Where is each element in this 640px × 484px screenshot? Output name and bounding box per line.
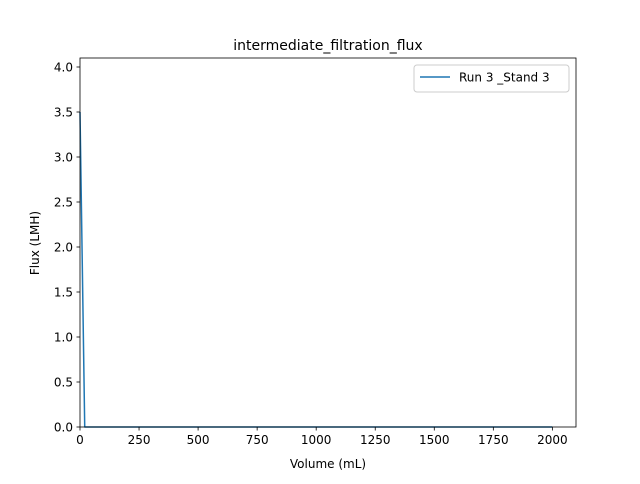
x-tick-label: 1500: [419, 433, 450, 447]
chart-title: intermediate_filtration_flux: [233, 38, 422, 54]
y-tick-label: 1.0: [54, 331, 73, 345]
plot-area: 0 250 500 750 1000 1250 1500 1750 2000 0.0 0.5 1.0 1…: [54, 57, 577, 447]
x-tick-label: 0: [76, 433, 84, 447]
y-axis-label: Flux (LMH): [28, 211, 42, 275]
x-tick-label: 750: [246, 433, 269, 447]
legend-label: Run 3 _Stand 3: [459, 71, 550, 85]
y-tick-label: 1.5: [54, 286, 73, 300]
axes-frame: [79, 57, 577, 428]
x-tick-label: 1750: [478, 433, 509, 447]
y-tick-label: 4.0: [54, 61, 73, 75]
y-tick-label: 2.0: [54, 241, 73, 255]
y-tick-label: 2.5: [54, 196, 73, 210]
legend-box: [413, 64, 570, 93]
x-axis-label: Volume (mL): [290, 457, 366, 471]
legend: Run 3 _Stand 3: [413, 64, 570, 93]
x-tick-label: 1250: [360, 433, 391, 447]
y-tick-label: 3.0: [54, 151, 73, 165]
x-tick-label: 2000: [537, 433, 568, 447]
x-tick-label: 1000: [301, 433, 332, 447]
y-tick-label: 0.5: [54, 376, 73, 390]
x-tick-label: 500: [187, 433, 210, 447]
x-tick-label: 250: [128, 433, 151, 447]
y-tick-label: 3.5: [54, 106, 73, 120]
y-tick-label: 0.0: [54, 421, 73, 435]
